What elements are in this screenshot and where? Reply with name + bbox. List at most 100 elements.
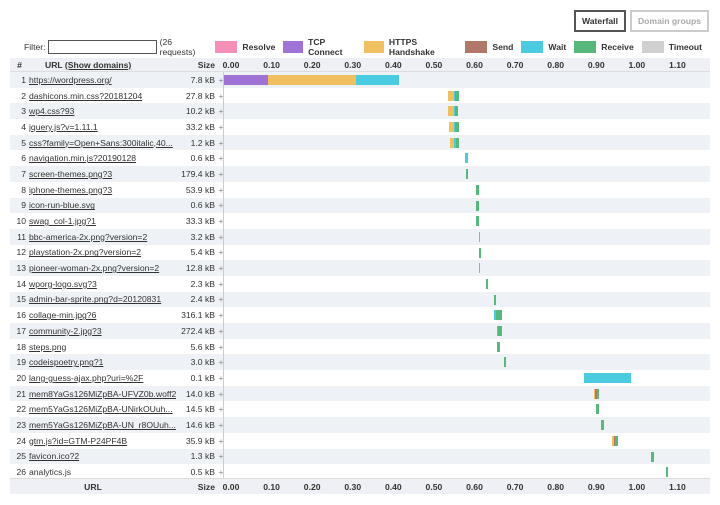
expand-row-button[interactable]: + bbox=[218, 341, 224, 352]
request-number: 15 bbox=[16, 294, 26, 305]
request-row[interactable]: 3 wp4.css?93 10.2 kB + bbox=[10, 103, 710, 120]
expand-row-button[interactable]: + bbox=[218, 357, 224, 368]
request-url-link[interactable]: bbc-america-2x.png?version=2 bbox=[29, 231, 148, 242]
request-row[interactable]: 7 screen-themes.png?3 179.4 kB + bbox=[10, 166, 710, 182]
expand-row-button[interactable]: + bbox=[218, 404, 224, 415]
request-url-link[interactable]: css?family=Open+Sans:300italic,40... bbox=[29, 137, 173, 148]
request-url-link[interactable]: steps.png bbox=[29, 341, 67, 352]
request-row[interactable]: 2 dashicons.min.css?20181204 27.8 kB + bbox=[10, 87, 710, 104]
request-count: (26 requests) bbox=[159, 37, 196, 57]
request-url-link[interactable]: mem5YaGs126MiZpBA-UNirkOUuh... bbox=[29, 404, 173, 415]
request-row[interactable]: 5 css?family=Open+Sans:300italic,40... 1.2… bbox=[10, 134, 710, 151]
request-url-link[interactable]: mem5YaGs126MiZpBA-UN_r8OUuh... bbox=[29, 419, 176, 430]
request-url-link[interactable]: playstation-2x.png?version=2 bbox=[29, 247, 142, 258]
timing-segment bbox=[478, 247, 482, 258]
request-row[interactable]: 14 wporg-logo.svg?3 2.3 kB + bbox=[10, 275, 710, 292]
request-url-link[interactable]: screen-themes.png?3 bbox=[29, 168, 113, 179]
expand-row-button[interactable]: + bbox=[218, 263, 224, 274]
request-timeline bbox=[223, 197, 710, 214]
expand-row-button[interactable]: + bbox=[218, 216, 224, 227]
request-url-link[interactable]: lang-guess-ajax.php?uri=%2F bbox=[29, 372, 144, 383]
column-header-size[interactable]: Size bbox=[197, 59, 215, 70]
expand-row-button[interactable]: + bbox=[218, 200, 224, 211]
request-row[interactable]: 22 mem5YaGs126MiZpBA-UNirkOUuh... 14.5 kB + bbox=[10, 401, 710, 418]
request-row[interactable]: 10 swag_col-1.jpg?1 33.3 kB + bbox=[10, 213, 710, 229]
expand-row-button[interactable]: + bbox=[218, 372, 224, 383]
request-url-link[interactable]: navigation.min.js?20190128 bbox=[29, 153, 137, 164]
request-url-link[interactable]: dashicons.min.css?20181204 bbox=[29, 90, 143, 101]
request-row[interactable]: 18 steps.png 5.6 kB + bbox=[10, 338, 710, 355]
expand-row-button[interactable]: + bbox=[218, 247, 224, 258]
request-row[interactable]: 15 admin-bar-sprite.png?d=20120831 2.4 kB + bbox=[10, 291, 710, 308]
expand-row-button[interactable]: + bbox=[218, 168, 224, 179]
request-url-link[interactable]: wp4.css?93 bbox=[29, 106, 75, 117]
request-url-link[interactable]: favicon.ico?2 bbox=[29, 451, 80, 462]
request-url-link[interactable]: admin-bar-sprite.png?d=20120831 bbox=[29, 294, 162, 305]
request-row[interactable]: 25 favicon.ico?2 1.3 kB + bbox=[10, 448, 710, 465]
expand-row-button[interactable]: + bbox=[218, 121, 224, 132]
expand-row-button[interactable]: + bbox=[218, 388, 224, 399]
expand-row-button[interactable]: + bbox=[218, 106, 224, 117]
request-row[interactable]: 6 navigation.min.js?20190128 0.6 kB + bbox=[10, 150, 710, 167]
column-header-number[interactable]: # bbox=[17, 59, 22, 70]
request-size: 5.6 kB bbox=[190, 341, 215, 352]
timing-segment bbox=[594, 388, 597, 399]
filter-input[interactable] bbox=[48, 40, 157, 54]
request-url-link[interactable]: iphone-themes.png?3 bbox=[29, 184, 113, 195]
request-url-link[interactable]: codeispoetry.png?1 bbox=[29, 357, 104, 368]
request-url-link[interactable]: mem8YaGs126MiZpBA-UFVZ0b.woff2 bbox=[29, 388, 176, 399]
request-url-link[interactable]: analytics.js bbox=[29, 467, 72, 478]
request-size: 2.3 kB bbox=[190, 278, 215, 289]
request-row[interactable]: 19 codeispoetry.png?1 3.0 kB + bbox=[10, 354, 710, 371]
request-row[interactable]: 26 analytics.js 0.5 kB + bbox=[10, 464, 710, 480]
request-url-link[interactable]: gtm.js?id=GTM-P24PF4B bbox=[29, 435, 128, 446]
domain-groups-view-button[interactable]: Domain groups bbox=[629, 10, 709, 32]
request-row[interactable]: 20 lang-guess-ajax.php?uri=%2F 0.1 kB + bbox=[10, 370, 710, 386]
request-row[interactable]: 11 bbc-america-2x.png?version=2 3.2 kB + bbox=[10, 228, 710, 245]
expand-row-button[interactable]: + bbox=[218, 451, 224, 462]
legend-item-wait: Wait bbox=[521, 41, 566, 53]
request-row[interactable]: 1 https://wordpress.org/7.8 kB + bbox=[10, 72, 710, 88]
request-row[interactable]: 8 iphone-themes.png?3 53.9 kB + bbox=[10, 181, 710, 198]
request-row[interactable]: 16 collage-min.jpg?6 316.1 kB + bbox=[10, 307, 710, 323]
expand-row-button[interactable]: + bbox=[218, 74, 224, 85]
table-footer: URL Size 0.00 0.10 0.20 0.30 0.40 0.50 0.60 0.7… bbox=[10, 478, 710, 494]
expand-row-button[interactable]: + bbox=[218, 467, 224, 478]
request-size: 1.2 kB bbox=[190, 137, 215, 148]
request-timeline bbox=[223, 275, 710, 292]
request-row[interactable]: 4 jquery.js?v=1.11.1 33.2 kB + bbox=[10, 119, 710, 135]
expand-row-button[interactable]: + bbox=[218, 137, 224, 148]
show-domains-link[interactable]: (Show domains) bbox=[64, 59, 132, 70]
request-url-link[interactable]: https://wordpress.org/ bbox=[29, 74, 112, 85]
timing-segment bbox=[495, 310, 502, 321]
request-url-link[interactable]: icon-run-blue.svg bbox=[29, 200, 95, 211]
request-row[interactable]: 12 playstation-2x.png?version=2 5.4 kB + bbox=[10, 244, 710, 261]
request-row[interactable]: 17 community-2.jpg?3 272.4 kB + bbox=[10, 323, 710, 339]
expand-row-button[interactable]: + bbox=[218, 435, 224, 446]
request-row[interactable]: 21 mem8YaGs126MiZpBA-UFVZ0b.woff2 14.0 kB + bbox=[10, 385, 710, 402]
expand-row-button[interactable]: + bbox=[218, 278, 224, 289]
time-tick-label: 0.90 bbox=[587, 481, 605, 492]
expand-row-button[interactable]: + bbox=[218, 325, 224, 336]
expand-row-button[interactable]: + bbox=[218, 90, 224, 101]
request-row[interactable]: 23 mem5YaGs126MiZpBA-UN_r8OUuh... 14.6 kB + bbox=[10, 417, 710, 433]
expand-row-button[interactable]: + bbox=[218, 419, 224, 430]
request-url-link[interactable]: community-2.jpg?3 bbox=[29, 325, 102, 336]
request-row[interactable]: 9 icon-run-blue.svg 0.6 kB + bbox=[10, 197, 710, 214]
request-url-link[interactable]: swag_col-1.jpg?1 bbox=[29, 216, 96, 227]
waterfall-view-button[interactable]: Waterfall bbox=[573, 10, 626, 32]
expand-row-button[interactable]: + bbox=[218, 231, 224, 242]
request-url-link[interactable]: pioneer-woman-2x.png?version=2 bbox=[29, 263, 160, 274]
request-row[interactable]: 24 gtm.js?id=GTM-P24PF4B 35.9 kB + bbox=[10, 432, 710, 449]
expand-row-button[interactable]: + bbox=[218, 153, 224, 164]
legend-swatch bbox=[215, 41, 238, 53]
expand-row-button[interactable]: + bbox=[218, 310, 224, 321]
request-url-link[interactable]: collage-min.jpg?6 bbox=[29, 310, 97, 321]
request-row[interactable]: 13 pioneer-woman-2x.png?version=2 12.8 kB + bbox=[10, 260, 710, 276]
request-url-link[interactable]: jquery.js?v=1.11.1 bbox=[29, 121, 98, 132]
time-tick-label: 0.80 bbox=[547, 59, 565, 70]
expand-row-button[interactable]: + bbox=[218, 184, 224, 195]
request-url-link[interactable]: wporg-logo.svg?3 bbox=[29, 278, 97, 289]
expand-row-button[interactable]: + bbox=[218, 294, 224, 305]
column-header-url[interactable]: URL (Show domains) bbox=[29, 60, 176, 70]
